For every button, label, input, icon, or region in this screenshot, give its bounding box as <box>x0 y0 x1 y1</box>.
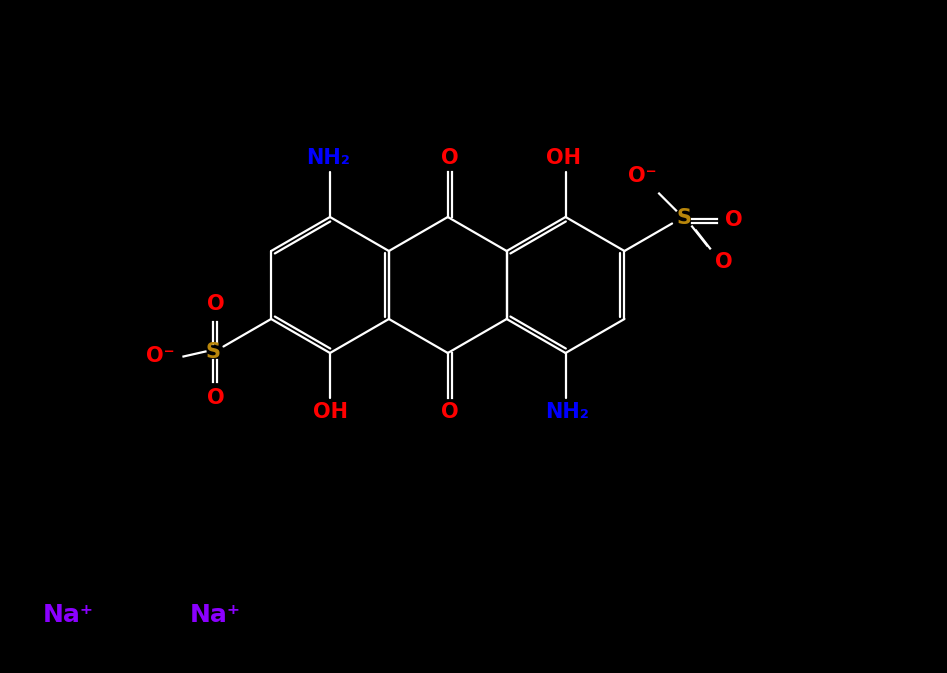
Text: O: O <box>715 252 733 273</box>
Text: OH: OH <box>313 402 348 422</box>
Text: O⁻: O⁻ <box>146 347 175 367</box>
Text: Na⁺: Na⁺ <box>43 603 94 627</box>
Text: O: O <box>441 402 458 422</box>
Text: NH₂: NH₂ <box>306 148 350 168</box>
Text: O: O <box>206 388 224 409</box>
Text: O: O <box>206 295 224 314</box>
Text: O⁻: O⁻ <box>628 166 656 186</box>
Text: S: S <box>676 209 691 229</box>
Text: O: O <box>441 148 458 168</box>
Text: S: S <box>206 341 221 361</box>
Text: O: O <box>725 211 742 230</box>
Text: OH: OH <box>546 148 581 168</box>
Text: NH₂: NH₂ <box>545 402 589 422</box>
Text: Na⁺: Na⁺ <box>189 603 241 627</box>
